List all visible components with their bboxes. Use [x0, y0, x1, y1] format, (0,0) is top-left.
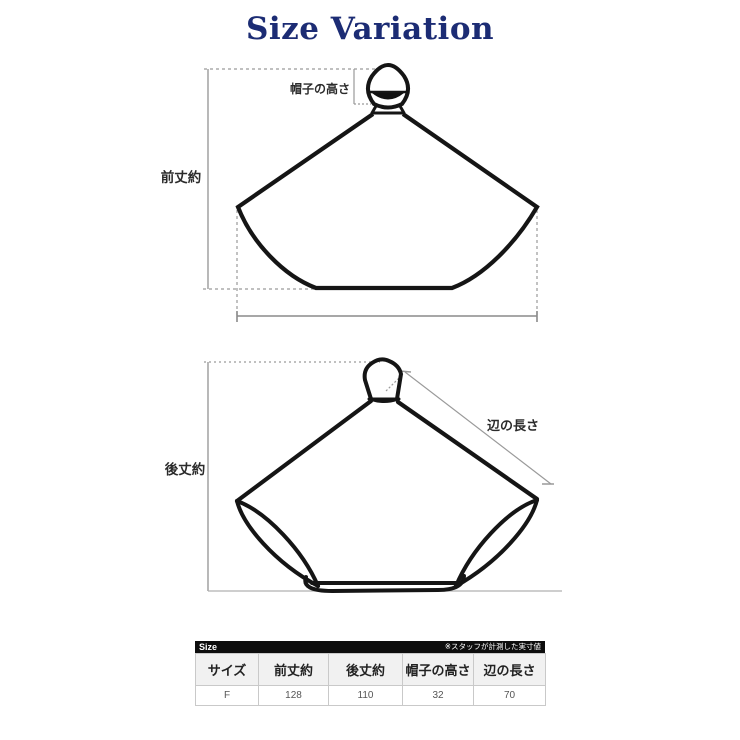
size-table-data-row: F 128 110 32 70 — [195, 685, 546, 706]
size-bar-note: ※スタッフが計測した実寸値 — [444, 642, 541, 651]
hood-height-bracket — [353, 69, 371, 105]
poncho-front-hood — [366, 62, 410, 115]
hood-opening-shade — [372, 93, 404, 100]
size-table-header-bar: Size ※スタッフが計測した実寸値 — [195, 641, 545, 653]
cell-side-length: 70 — [473, 685, 546, 706]
col-header-hood-height: 帽子の高さ — [402, 653, 474, 686]
front-length-dimension — [203, 68, 538, 322]
front-view-diagram: 前丈約 帽子の高さ — [161, 62, 540, 322]
size-table-section: Size ※スタッフが計測した実寸値 サイズ 前丈約 後丈約 帽子の高さ 辺の長… — [195, 641, 546, 706]
hood-height-label: 帽子の高さ — [290, 81, 350, 96]
col-header-front-length: 前丈約 — [258, 653, 329, 686]
col-header-size: サイズ — [195, 653, 259, 686]
cell-front-length: 128 — [258, 685, 329, 706]
side-length-label: 辺の長さ — [487, 418, 539, 433]
poncho-back-outline — [234, 398, 540, 594]
page-title: Size Variation — [245, 11, 495, 47]
size-table: サイズ 前丈約 後丈約 帽子の高さ 辺の長さ F 128 110 32 70 — [195, 653, 546, 706]
cell-size: F — [195, 685, 259, 706]
cell-back-length: 110 — [328, 685, 403, 706]
poncho-front-outline — [235, 112, 540, 291]
poncho-back-hood — [362, 357, 404, 403]
col-header-side-length: 辺の長さ — [473, 653, 546, 686]
cell-hood-height: 32 — [402, 685, 474, 706]
size-bar-title: Size — [199, 642, 218, 652]
front-length-label: 前丈約 — [161, 169, 202, 185]
back-view-diagram: 後丈約 辺の長さ — [165, 357, 562, 594]
col-header-back-length: 後丈約 — [328, 653, 403, 686]
back-length-label: 後丈約 — [165, 461, 206, 477]
size-table-header-row: サイズ 前丈約 後丈約 帽子の高さ 辺の長さ — [195, 653, 546, 686]
